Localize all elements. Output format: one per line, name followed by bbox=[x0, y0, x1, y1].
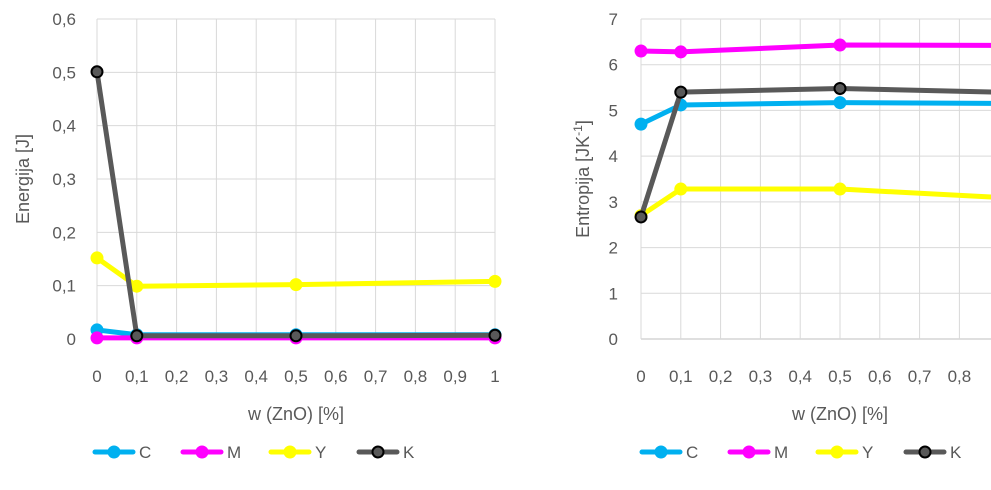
x-tick-label: 0,8 bbox=[404, 367, 428, 386]
legend-label-C: C bbox=[686, 443, 698, 462]
x-tick-label: 0,8 bbox=[948, 367, 972, 386]
series-line-C bbox=[638, 100, 991, 127]
legend-marker-K bbox=[918, 445, 932, 459]
series-line-Y bbox=[638, 186, 991, 219]
legend-label-M: M bbox=[774, 443, 788, 462]
plot-clipped-group bbox=[634, 18, 991, 459]
data-point-K bbox=[674, 85, 688, 99]
legend-marker-M bbox=[742, 445, 756, 459]
x-tick-label: 0,6 bbox=[868, 367, 892, 386]
data-point-K bbox=[634, 210, 648, 224]
x-tick-label: 0,3 bbox=[205, 367, 229, 386]
legend-label-Y: Y bbox=[862, 443, 873, 462]
x-axis-label: w (ZnO) [%] bbox=[247, 404, 344, 424]
legend-label-K: K bbox=[403, 443, 415, 462]
legend-label-M: M bbox=[227, 443, 241, 462]
data-point-C bbox=[634, 117, 648, 131]
y-tick-label: 0,1 bbox=[52, 277, 76, 296]
legend-marker-C bbox=[107, 445, 121, 459]
y-tick-label: 7 bbox=[609, 10, 618, 29]
series-line-Y bbox=[94, 255, 498, 289]
legend-marker-Y bbox=[283, 445, 297, 459]
x-tick-label: 1 bbox=[490, 367, 499, 386]
x-tick-label: 0,2 bbox=[165, 367, 189, 386]
data-point-K bbox=[90, 65, 104, 79]
data-point-K bbox=[130, 329, 144, 343]
data-point-K bbox=[289, 329, 303, 343]
data-point-C bbox=[833, 96, 847, 110]
data-point-Y bbox=[90, 251, 104, 265]
y-tick-label: 0 bbox=[609, 330, 618, 349]
x-tick-label: 0,3 bbox=[749, 367, 773, 386]
x-tick-label: 0,6 bbox=[324, 367, 348, 386]
x-tick-label: 0 bbox=[92, 367, 101, 386]
y-tick-label: 0,6 bbox=[52, 10, 76, 29]
y-tick-label: 4 bbox=[609, 147, 618, 166]
y-axis-label: Energija [J] bbox=[13, 134, 33, 224]
data-point-Y bbox=[289, 278, 303, 292]
y-tick-label: 3 bbox=[609, 193, 618, 212]
y-axis-label: Entropija [JK-1] bbox=[571, 120, 593, 238]
y-axis-label-sup: -1 bbox=[571, 125, 585, 136]
data-point-M bbox=[90, 331, 104, 345]
y-tick-label: 0,3 bbox=[52, 170, 76, 189]
x-tick-label: 0,4 bbox=[244, 367, 268, 386]
entropy-chart: 0 1 2 3 4 5 6 7 0 0,1 0,2 0,3 0,4 0,5 0,6 0,7 0,8 w (ZnO)… bbox=[571, 10, 991, 462]
x-tick-label: 0,7 bbox=[364, 367, 388, 386]
data-point-M bbox=[674, 45, 688, 59]
legend-label-K: K bbox=[950, 443, 962, 462]
data-point-Y bbox=[130, 279, 144, 293]
y-tick-label: 5 bbox=[609, 101, 618, 120]
x-tick-label: 0,1 bbox=[125, 367, 149, 386]
y-tick-label: 1 bbox=[609, 284, 618, 303]
series-line-M bbox=[638, 42, 991, 55]
legend-marker-C bbox=[654, 445, 668, 459]
series-line-K bbox=[94, 69, 498, 339]
x-tick-label: 0,9 bbox=[443, 367, 467, 386]
data-point-Y bbox=[488, 274, 502, 288]
data-point-Y bbox=[674, 182, 688, 196]
x-tick-label: 0,4 bbox=[788, 367, 812, 386]
legend-marker-K bbox=[371, 445, 385, 459]
legend-label-C: C bbox=[139, 443, 151, 462]
x-tick-label: 0,5 bbox=[828, 367, 852, 386]
energy-chart: 0 0,1 0,2 0,3 0,4 0,5 0,6 0 0,1 0,2 0,3 0,4 0,5 0,6 0,… bbox=[13, 10, 502, 462]
legend-marker-Y bbox=[830, 445, 844, 459]
legend-label-Y: Y bbox=[315, 443, 326, 462]
y-tick-label: 6 bbox=[609, 56, 618, 75]
data-point-K bbox=[488, 328, 502, 342]
y-axis-label-main: Entropija [JK bbox=[573, 136, 593, 238]
data-point-M bbox=[833, 38, 847, 52]
y-tick-label: 0,2 bbox=[52, 223, 76, 242]
x-tick-label: 0,2 bbox=[709, 367, 733, 386]
legend-marker-M bbox=[195, 445, 209, 459]
y-axis-label-main: Energija [J] bbox=[13, 134, 33, 224]
x-tick-label: 0 bbox=[636, 367, 645, 386]
y-tick-label: 0,5 bbox=[52, 63, 76, 82]
data-point-Y bbox=[833, 182, 847, 196]
y-axis-label-tail: ] bbox=[573, 120, 593, 125]
y-tick-label: 0 bbox=[67, 330, 76, 349]
x-axis-label: w (ZnO) [%] bbox=[791, 404, 888, 424]
data-point-M bbox=[634, 44, 648, 58]
y-tick-label: 0,4 bbox=[52, 117, 76, 136]
series-line-K bbox=[638, 85, 991, 220]
x-tick-label: 0,1 bbox=[669, 367, 693, 386]
y-tick-label: 2 bbox=[609, 239, 618, 258]
x-tick-label: 0,5 bbox=[284, 367, 308, 386]
x-tick-label: 0,7 bbox=[908, 367, 932, 386]
data-point-K bbox=[833, 81, 847, 95]
